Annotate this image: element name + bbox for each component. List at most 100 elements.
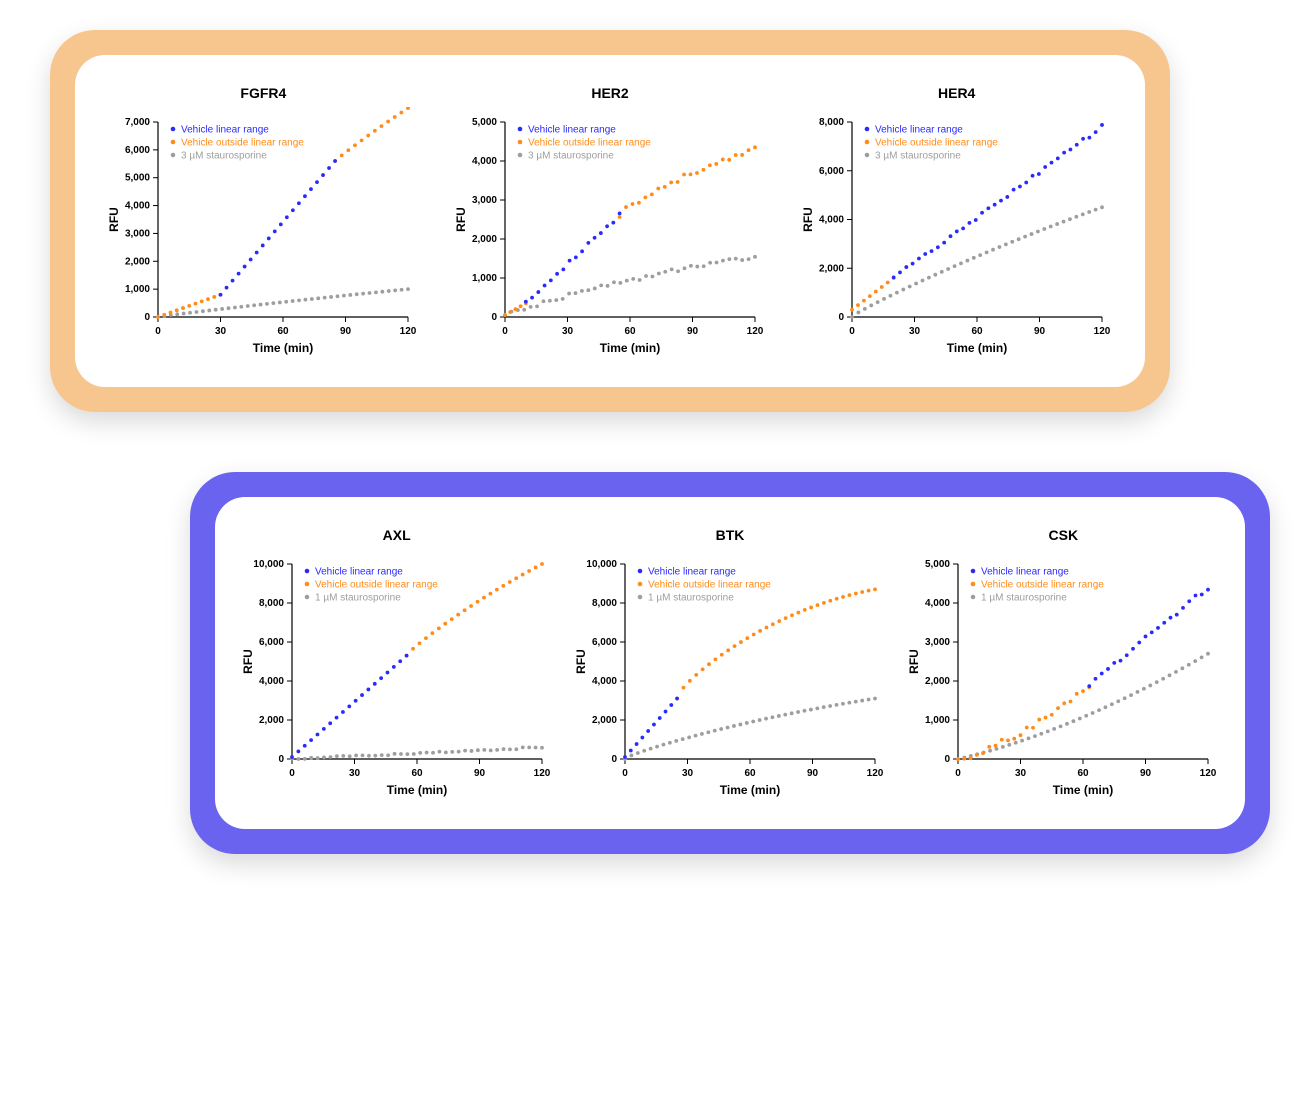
svg-text:3,000: 3,000 [925, 637, 950, 648]
svg-text:5,000: 5,000 [925, 559, 950, 570]
svg-text:120: 120 [1093, 326, 1110, 337]
svg-text:Time (min): Time (min) [720, 783, 780, 797]
svg-text:1 µM staurosporine: 1 µM staurosporine [315, 593, 401, 604]
svg-text:10,000: 10,000 [586, 559, 617, 570]
chart-wrap-fgfr4: FGFR4030609012001,0002,0003,0004,0005,00… [95, 85, 432, 367]
svg-text:Time (min): Time (min) [253, 341, 313, 355]
svg-text:30: 30 [349, 768, 361, 779]
chart-wrap-csk: CSK030609012001,0002,0003,0004,0005,000T… [902, 527, 1225, 809]
svg-text:10,000: 10,000 [253, 559, 284, 570]
chart-title: CSK [1049, 527, 1079, 543]
svg-text:1 µM staurosporine: 1 µM staurosporine [981, 593, 1067, 604]
svg-text:6,000: 6,000 [819, 166, 844, 177]
svg-text:Vehicle outside linear range: Vehicle outside linear range [648, 580, 771, 591]
chart-her4: 0 30 60 90 120 0 2,000 4,000 6,000 8,000 Time (min… [797, 107, 1117, 367]
svg-text:RFU: RFU [454, 207, 468, 232]
svg-text:8,000: 8,000 [819, 117, 844, 128]
svg-text:120: 120 [867, 768, 884, 779]
svg-text:8,000: 8,000 [592, 598, 617, 609]
svg-text:60: 60 [971, 326, 983, 337]
svg-text:0: 0 [849, 326, 855, 337]
svg-text:3 µM staurosporine: 3 µM staurosporine [528, 151, 614, 162]
svg-text:90: 90 [474, 768, 486, 779]
svg-text:5,000: 5,000 [125, 173, 150, 184]
chart-title: BTK [716, 527, 745, 543]
chart-title: HER2 [591, 85, 628, 101]
chart-title: FGFR4 [240, 85, 286, 101]
svg-text:90: 90 [807, 768, 819, 779]
svg-text:0: 0 [156, 326, 162, 337]
svg-text:Time (min): Time (min) [946, 341, 1006, 355]
chart-axl: 030609012002,0004,0006,0008,00010,000Tim… [237, 549, 557, 809]
svg-text:8,000: 8,000 [259, 598, 284, 609]
svg-text:120: 120 [1200, 768, 1217, 779]
svg-text:RFU: RFU [801, 207, 815, 232]
chart-btk: 030609012002,0004,0006,0008,00010,000Tim… [570, 549, 890, 809]
svg-text:Vehicle outside linear range: Vehicle outside linear range [181, 138, 304, 149]
chart-wrap-btk: BTK030609012002,0004,0006,0008,00010,000… [568, 527, 891, 809]
svg-text:4,000: 4,000 [125, 201, 150, 212]
svg-text:4,000: 4,000 [259, 676, 284, 687]
svg-text:3,000: 3,000 [125, 228, 150, 239]
svg-text:0: 0 [622, 768, 628, 779]
svg-text:0: 0 [145, 312, 151, 323]
svg-text:120: 120 [400, 326, 417, 337]
svg-text:30: 30 [215, 326, 227, 337]
svg-text:90: 90 [687, 326, 699, 337]
svg-text:3 µM staurosporine: 3 µM staurosporine [181, 151, 267, 162]
svg-text:1,000: 1,000 [925, 715, 950, 726]
chart-wrap-her4: HER4 0 30 60 90 120 0 2,000 4,000 6,000 8,000 Time … [788, 85, 1125, 367]
chart-her2: 030609012001,0002,0003,0004,0005,000Time… [450, 107, 770, 367]
svg-text:Vehicle linear range: Vehicle linear range [648, 567, 736, 578]
svg-text:Time (min): Time (min) [600, 341, 660, 355]
svg-text:RFU: RFU [574, 649, 588, 674]
svg-text:5,000: 5,000 [472, 117, 497, 128]
panel-purple-inner: AXL 0 30 60 90 120 0 2,000 4,000 6,000 8,000 10,000… [215, 497, 1245, 829]
svg-text:2,000: 2,000 [819, 263, 844, 274]
svg-text:60: 60 [278, 326, 290, 337]
svg-text:60: 60 [411, 768, 423, 779]
svg-text:90: 90 [1140, 768, 1152, 779]
svg-text:60: 60 [624, 326, 636, 337]
svg-text:0: 0 [838, 312, 844, 323]
svg-text:Vehicle linear range: Vehicle linear range [528, 125, 616, 136]
svg-text:4,000: 4,000 [472, 156, 497, 167]
svg-text:2,000: 2,000 [259, 715, 284, 726]
svg-text:2,000: 2,000 [925, 676, 950, 687]
svg-text:2,000: 2,000 [472, 234, 497, 245]
chart-title: HER4 [938, 85, 975, 101]
chart-wrap-her2: HER2030609012001,0002,0003,0004,0005,000… [442, 85, 779, 367]
svg-text:0: 0 [289, 768, 295, 779]
chart-fgfr4: 030609012001,0002,0003,0004,0005,0006,00… [103, 107, 423, 367]
svg-text:30: 30 [682, 768, 694, 779]
svg-text:0: 0 [278, 754, 284, 765]
chart-title: AXL [383, 527, 411, 543]
panel-orange-inner: FGFR4030609012001,0002,0003,0004,0005,00… [75, 55, 1145, 387]
svg-text:Vehicle linear range: Vehicle linear range [315, 567, 403, 578]
svg-text:6,000: 6,000 [592, 637, 617, 648]
svg-text:30: 30 [1015, 768, 1027, 779]
svg-text:0: 0 [611, 754, 617, 765]
svg-text:30: 30 [562, 326, 574, 337]
svg-text:120: 120 [533, 768, 550, 779]
svg-text:2,000: 2,000 [125, 256, 150, 267]
svg-text:90: 90 [1034, 326, 1046, 337]
svg-text:1 µM staurosporine: 1 µM staurosporine [648, 593, 734, 604]
chart-wrap-axl: AXL030609012002,0004,0006,0008,00010,000… [235, 527, 558, 809]
svg-text:4,000: 4,000 [819, 215, 844, 226]
svg-text:0: 0 [502, 326, 508, 337]
svg-text:60: 60 [744, 768, 756, 779]
svg-text:Vehicle outside linear range: Vehicle outside linear range [528, 138, 651, 149]
svg-text:30: 30 [909, 326, 921, 337]
svg-text:4,000: 4,000 [925, 598, 950, 609]
svg-text:Vehicle outside linear range: Vehicle outside linear range [981, 580, 1104, 591]
svg-text:0: 0 [945, 754, 951, 765]
svg-text:6,000: 6,000 [125, 145, 150, 156]
svg-text:7,000: 7,000 [125, 117, 150, 128]
panel-purple: AXL 0 30 60 90 120 0 2,000 4,000 6,000 8,000 10,000… [190, 472, 1270, 854]
svg-text:Vehicle linear range: Vehicle linear range [981, 567, 1069, 578]
svg-text:120: 120 [747, 326, 764, 337]
svg-text:RFU: RFU [907, 649, 921, 674]
svg-text:0: 0 [491, 312, 497, 323]
svg-text:Vehicle linear range: Vehicle linear range [181, 125, 269, 136]
